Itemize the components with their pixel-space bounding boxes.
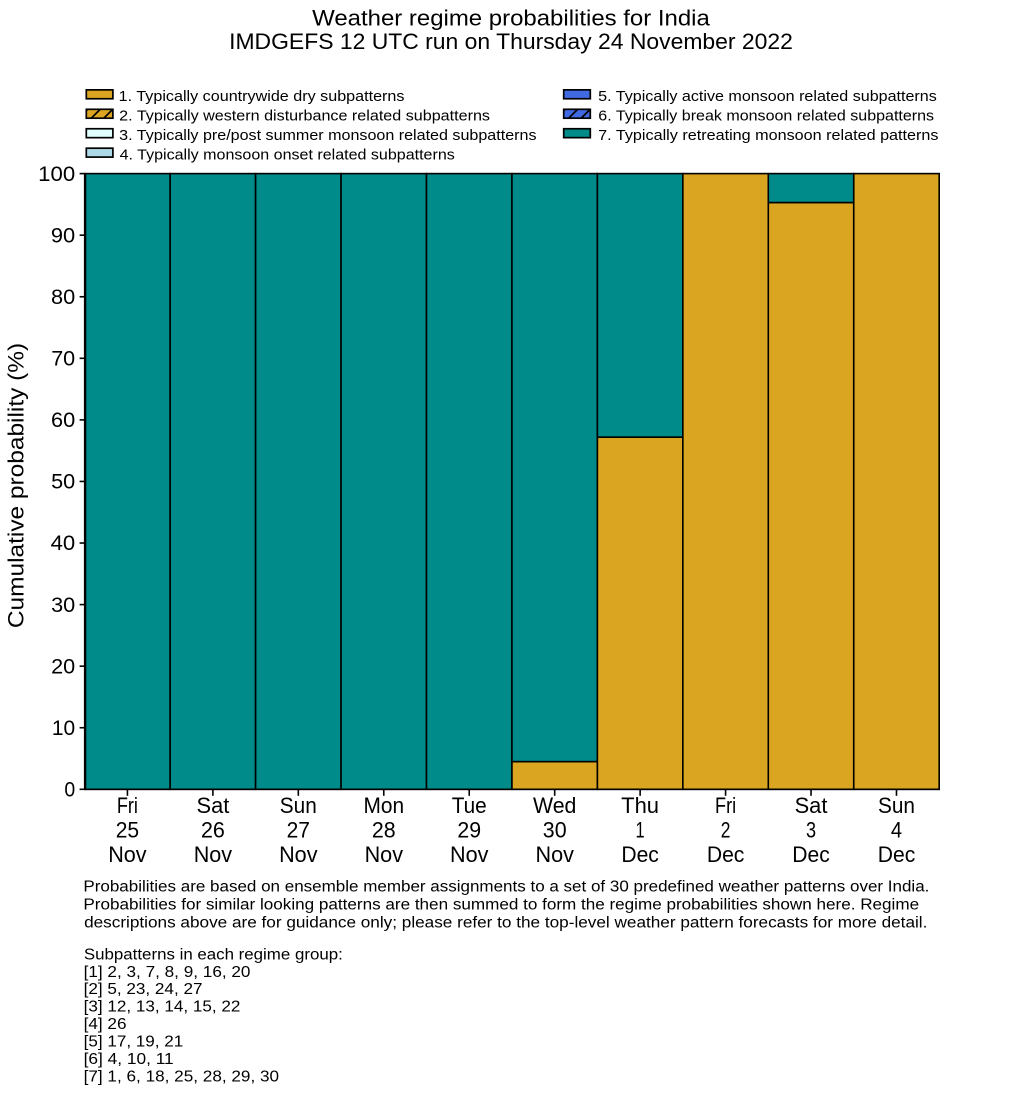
svg-text:Nov: Nov: [108, 842, 146, 867]
svg-text:IMDGEFS 12 UTC run on Thursday: IMDGEFS 12 UTC run on Thursday 24 Novemb…: [229, 29, 793, 54]
svg-text:26: 26: [201, 818, 225, 843]
svg-text:descriptions above are for gui: descriptions above are for guidance only…: [84, 915, 927, 932]
svg-text:Fri: Fri: [715, 793, 736, 818]
svg-text:70: 70: [51, 346, 75, 371]
svg-text:Nov: Nov: [450, 842, 488, 867]
svg-text:60: 60: [51, 407, 75, 432]
svg-text:6. Typically break monsoon rel: 6. Typically break monsoon related subpa…: [598, 109, 934, 125]
svg-text:Dec: Dec: [707, 842, 745, 867]
svg-text:50: 50: [51, 469, 75, 494]
svg-text:Dec: Dec: [792, 842, 830, 867]
svg-text:Sun: Sun: [878, 793, 915, 818]
svg-text:Thu: Thu: [621, 793, 659, 818]
svg-text:Sat: Sat: [795, 793, 828, 818]
svg-text:Nov: Nov: [365, 842, 403, 867]
svg-text:30: 30: [543, 818, 567, 843]
svg-text:20: 20: [51, 653, 75, 678]
svg-text:0: 0: [64, 777, 75, 802]
svg-text:[1] 2, 3, 7, 8, 9, 16, 20: [1] 2, 3, 7, 8, 9, 16, 20: [84, 964, 251, 981]
svg-text:100: 100: [38, 161, 75, 186]
svg-text:80: 80: [51, 284, 75, 309]
svg-text:Cumulative probability (%): Cumulative probability (%): [4, 343, 29, 628]
svg-text:[6] 4, 10, 11: [6] 4, 10, 11: [84, 1051, 174, 1068]
svg-text:Nov: Nov: [279, 842, 317, 867]
svg-text:3. Typically pre/post summer m: 3. Typically pre/post summer monsoon rel…: [119, 128, 536, 144]
svg-text:Weather regime probabilities f: Weather regime probabilities for India: [312, 6, 710, 31]
svg-text:10: 10: [52, 715, 75, 740]
svg-text:3: 3: [806, 818, 816, 843]
svg-text:90: 90: [51, 222, 75, 247]
svg-text:25: 25: [116, 818, 139, 843]
svg-text:Mon: Mon: [364, 793, 405, 818]
svg-text:Dec: Dec: [878, 842, 916, 867]
svg-text:4: 4: [891, 818, 902, 843]
svg-text:[7] 1, 6, 18, 25, 28, 29, 30: [7] 1, 6, 18, 25, 28, 29, 30: [84, 1068, 279, 1085]
svg-text:28: 28: [372, 818, 396, 843]
svg-text:Tue: Tue: [452, 793, 487, 818]
svg-text:30: 30: [51, 592, 75, 617]
svg-text:29: 29: [457, 818, 481, 843]
svg-text:Fri: Fri: [117, 793, 138, 818]
svg-text:Sun: Sun: [280, 793, 317, 818]
svg-text:Sat: Sat: [197, 793, 230, 818]
svg-text:Subpatterns in each regime gro: Subpatterns in each regime group:: [84, 947, 343, 964]
svg-text:Probabilities are based on ens: Probabilities are based on ensemble memb…: [83, 879, 929, 896]
svg-text:[3] 12, 13, 14, 15, 22: [3] 12, 13, 14, 15, 22: [84, 999, 241, 1016]
svg-text:5. Typically active monsoon re: 5. Typically active monsoon related subp…: [598, 89, 937, 105]
svg-text:[5] 17, 19, 21: [5] 17, 19, 21: [84, 1033, 184, 1050]
svg-text:Dec: Dec: [621, 842, 659, 867]
svg-text:[2] 5, 23, 24, 27: [2] 5, 23, 24, 27: [84, 981, 203, 998]
svg-text:2: 2: [721, 818, 731, 843]
svg-text:2. Typically western disturban: 2. Typically western disturbance related…: [119, 109, 490, 125]
svg-text:Probabilities for similar look: Probabilities for similar looking patter…: [83, 897, 919, 914]
svg-text:40: 40: [51, 530, 76, 555]
svg-text:27: 27: [287, 818, 310, 843]
svg-text:7. Typically retreating monsoo: 7. Typically retreating monsoon related …: [598, 128, 938, 144]
svg-text:1. Typically countrywide dry s: 1. Typically countrywide dry subpatterns: [119, 89, 405, 105]
svg-text:[4] 26: [4] 26: [84, 1016, 127, 1033]
svg-text:4. Typically monsoon onset rel: 4. Typically monsoon onset related subpa…: [120, 147, 455, 163]
svg-text:1: 1: [636, 818, 645, 843]
svg-text:Wed: Wed: [533, 793, 576, 818]
svg-text:Nov: Nov: [194, 842, 232, 867]
svg-text:Nov: Nov: [536, 842, 574, 867]
